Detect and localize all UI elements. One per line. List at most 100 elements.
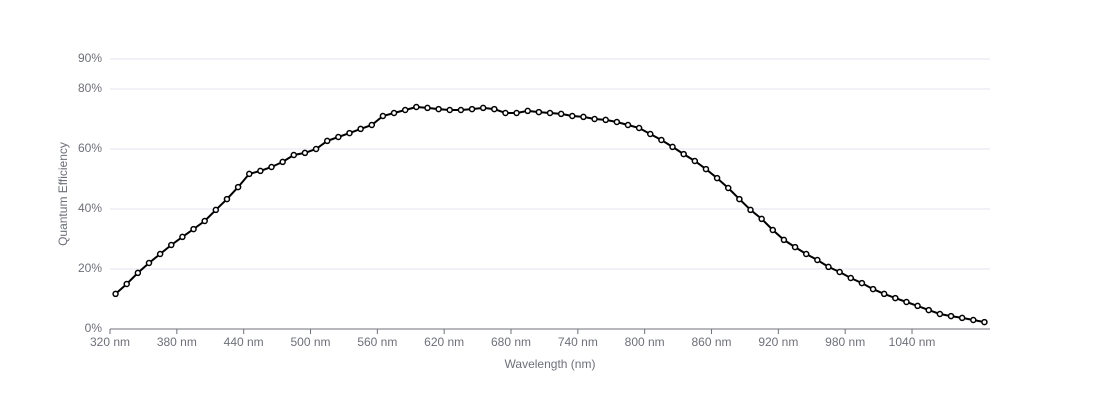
point — [368, 121, 376, 129]
x-tick-label: 680 nm — [491, 335, 531, 349]
line — [114, 105, 985, 324]
point — [390, 109, 398, 117]
point — [970, 316, 977, 324]
point — [491, 105, 498, 113]
point — [713, 174, 721, 182]
point — [268, 163, 275, 171]
y-axis-title: Quantum Efficiency — [56, 142, 70, 246]
point — [557, 110, 565, 118]
point — [168, 241, 175, 249]
y-tick-label: 60% — [78, 141, 102, 155]
point — [658, 136, 665, 144]
point — [802, 250, 810, 258]
x-tick-label: 800 nm — [625, 335, 665, 349]
point — [145, 259, 153, 267]
x-tick-label: 320 nm — [90, 335, 130, 349]
point — [791, 243, 799, 251]
point — [925, 306, 932, 314]
point — [479, 104, 487, 112]
point — [134, 269, 142, 277]
point — [312, 145, 320, 153]
point — [825, 263, 832, 271]
point — [413, 103, 420, 111]
point — [323, 137, 331, 145]
point — [201, 217, 208, 225]
point — [457, 106, 465, 114]
point — [279, 158, 286, 166]
point — [535, 108, 543, 116]
point — [290, 151, 298, 159]
point — [335, 133, 342, 141]
point — [602, 116, 609, 124]
point — [613, 118, 621, 126]
y-tick-label: 0% — [85, 321, 103, 335]
point — [780, 236, 788, 244]
point — [747, 206, 754, 214]
point — [257, 167, 264, 175]
point — [836, 268, 843, 276]
x-tick-label: 380 nm — [157, 335, 197, 349]
point — [858, 279, 866, 287]
point — [112, 290, 119, 298]
point — [702, 165, 710, 173]
point — [234, 183, 242, 191]
point — [424, 104, 431, 112]
point — [223, 195, 231, 203]
point — [379, 112, 387, 120]
point — [936, 310, 944, 318]
point — [981, 318, 988, 326]
point — [680, 150, 687, 158]
y-tick-label: 40% — [78, 201, 102, 215]
x-tick-label: 920 nm — [758, 335, 798, 349]
point — [546, 109, 554, 117]
point — [435, 105, 442, 113]
x-tick-label: 860 nm — [692, 335, 732, 349]
point — [724, 184, 732, 192]
point — [814, 256, 821, 264]
x-tick-label: 620 nm — [424, 335, 464, 349]
point — [179, 233, 186, 241]
point — [301, 149, 309, 157]
x-tick-label: 560 nm — [357, 335, 397, 349]
point — [635, 124, 643, 132]
point — [190, 225, 197, 233]
point — [624, 121, 632, 129]
point — [669, 143, 676, 151]
point — [468, 105, 476, 113]
point — [769, 226, 777, 234]
point — [892, 294, 899, 302]
y-tick-label: 20% — [78, 261, 102, 275]
point — [947, 312, 955, 320]
y-tick-label: 90% — [78, 51, 102, 65]
y-tick-label: 80% — [78, 81, 102, 95]
point — [847, 274, 855, 282]
point — [524, 107, 531, 115]
x-tick-label: 1040 nm — [889, 335, 936, 349]
point — [123, 280, 130, 288]
point — [401, 106, 409, 114]
point — [880, 290, 888, 298]
x-tick-label: 440 nm — [224, 335, 264, 349]
point — [502, 109, 509, 117]
point — [869, 285, 877, 293]
point — [569, 112, 576, 120]
point — [446, 106, 453, 114]
point — [580, 113, 587, 121]
x-axis-title: Wavelength (nm) — [505, 357, 596, 371]
x-tick-label: 980 nm — [825, 335, 865, 349]
point — [736, 195, 743, 203]
x-tick-label: 500 nm — [290, 335, 330, 349]
point — [691, 157, 699, 165]
point — [357, 125, 364, 133]
point — [346, 129, 353, 137]
point — [903, 298, 910, 306]
point — [647, 130, 654, 138]
point — [591, 115, 598, 123]
x-tick-label: 740 nm — [558, 335, 598, 349]
point — [513, 109, 520, 117]
point — [212, 206, 220, 214]
point — [958, 314, 966, 322]
point — [758, 215, 765, 223]
point — [245, 170, 253, 178]
